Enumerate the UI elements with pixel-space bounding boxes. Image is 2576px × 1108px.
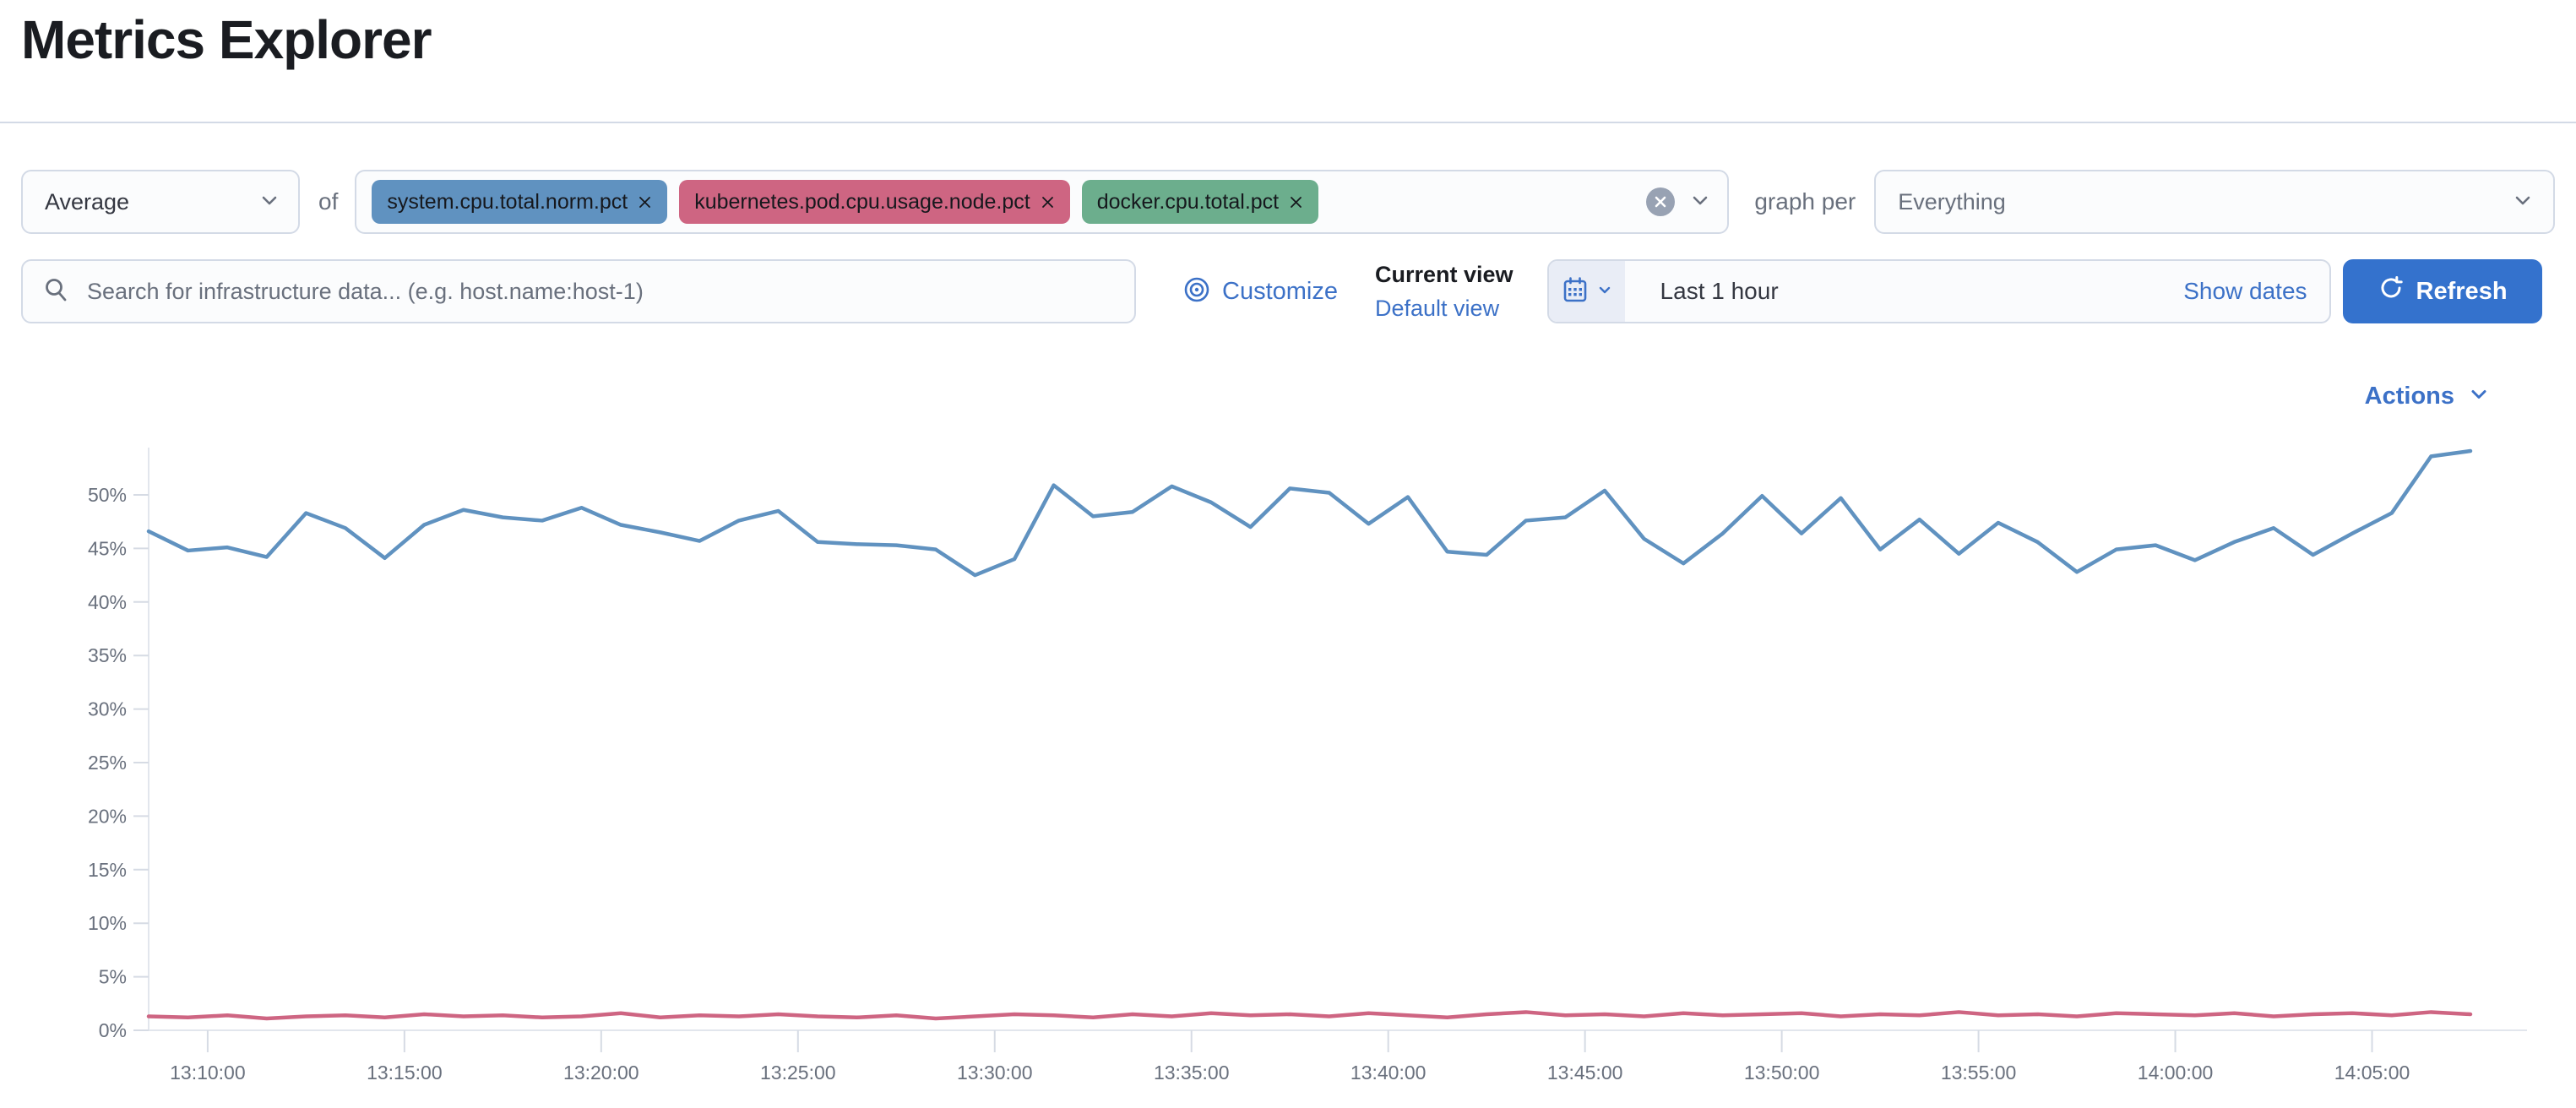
- remove-metric-icon[interactable]: [1041, 195, 1055, 209]
- axis-tick-label: 13:25:00: [760, 1062, 836, 1084]
- axis-tick-label: 13:30:00: [957, 1062, 1033, 1084]
- chevron-down-icon: [258, 188, 281, 216]
- axis-tick-label: 13:15:00: [367, 1062, 443, 1084]
- search-input[interactable]: [85, 277, 1117, 306]
- chevron-down-icon: [2466, 382, 2492, 411]
- of-label: of: [318, 188, 339, 215]
- chevron-down-icon: [2511, 188, 2535, 216]
- customize-icon: [1183, 276, 1210, 307]
- chart-actions-label: Actions: [2364, 383, 2454, 410]
- group-by-select[interactable]: Everything: [1874, 170, 2555, 234]
- axis-tick-label: 25%: [88, 752, 127, 774]
- axis-tick-label: 40%: [88, 591, 127, 613]
- query-toolbar: Customize Current view Default view: [21, 258, 2567, 325]
- aggregation-value: Average: [45, 188, 130, 215]
- customize-label: Customize: [1222, 277, 1338, 305]
- refresh-label: Refresh: [2416, 277, 2508, 305]
- page-title: Metrics Explorer: [21, 9, 432, 70]
- axis-tick-label: 14:00:00: [2138, 1062, 2214, 1084]
- group-by-value: Everything: [1898, 188, 2006, 215]
- metric-pill-label: docker.cpu.total.pct: [1096, 189, 1280, 214]
- chart-actions-menu[interactable]: Actions: [2365, 382, 2492, 411]
- search-icon: [43, 276, 70, 307]
- refresh-icon: [2378, 274, 2405, 308]
- remove-metric-icon[interactable]: [638, 195, 652, 209]
- series-line: [146, 1010, 2473, 1021]
- axis-tick-label: 5%: [99, 966, 127, 988]
- graph-per-label: graph per: [1754, 188, 1856, 215]
- show-dates-button[interactable]: Show dates: [2183, 278, 2307, 304]
- axis-tick-label: 13:50:00: [1744, 1062, 1820, 1084]
- default-view-link[interactable]: Default view: [1375, 296, 1500, 321]
- refresh-button[interactable]: Refresh: [2342, 259, 2542, 323]
- axis-tick-label: 14:05:00: [2334, 1062, 2410, 1084]
- remove-metric-icon[interactable]: [1289, 195, 1303, 209]
- metric-pill[interactable]: docker.cpu.total.pct: [1081, 180, 1319, 224]
- axis-tick-label: 13:55:00: [1941, 1062, 2017, 1084]
- metric-pill[interactable]: system.cpu.total.norm.pct: [372, 180, 668, 224]
- search-box[interactable]: [21, 259, 1136, 323]
- axis-tick-label: 45%: [88, 537, 127, 559]
- current-view-label: Current view: [1375, 262, 1514, 287]
- metrics-toolbar: Average of system.cpu.total.norm.pct kube…: [21, 170, 2555, 234]
- clear-metrics-icon[interactable]: [1646, 187, 1676, 216]
- metric-pill-label: kubernetes.pod.cpu.usage.node.pct: [694, 189, 1030, 214]
- axis-tick-label: 10%: [88, 912, 127, 934]
- view-selector: Current view Default view: [1375, 258, 1514, 325]
- calendar-icon: [1561, 275, 1590, 308]
- axis-tick-label: 13:40:00: [1350, 1062, 1427, 1084]
- chevron-down-icon[interactable]: [1688, 188, 1712, 216]
- metrics-chart[interactable]: 0% 5% 10% 15% 20% 25% 30% 35% 40% 45% 50% 13:10:00 1…: [0, 414, 2576, 1108]
- axis-tick-label: 20%: [88, 805, 127, 827]
- axis-tick-label: 13:10:00: [170, 1062, 246, 1084]
- axis-tick-label: 15%: [88, 859, 127, 881]
- aggregation-select[interactable]: Average: [21, 170, 300, 234]
- series-line: [146, 448, 2473, 578]
- axis-tick-label: 0%: [99, 1019, 127, 1041]
- quick-select-menu-button[interactable]: [1548, 261, 1625, 322]
- metrics-combobox[interactable]: system.cpu.total.norm.pct kubernetes.pod.…: [355, 170, 1730, 234]
- axis-tick-label: 13:20:00: [563, 1062, 639, 1084]
- header-divider: [0, 122, 2576, 123]
- time-range-picker: Last 1 hour Show dates: [1546, 259, 2331, 323]
- axis-tick-label: 50%: [88, 484, 127, 506]
- chevron-down-icon: [1596, 281, 1613, 302]
- customize-button[interactable]: Customize: [1183, 276, 1338, 307]
- axis-tick-label: 13:35:00: [1154, 1062, 1230, 1084]
- axis-tick-label: 13:45:00: [1547, 1062, 1623, 1084]
- metric-pill-label: system.cpu.total.norm.pct: [387, 189, 628, 214]
- metric-pill[interactable]: kubernetes.pod.cpu.usage.node.pct: [679, 180, 1070, 224]
- axis-tick-label: 30%: [88, 698, 127, 720]
- axis-tick-label: 35%: [88, 644, 127, 666]
- time-range-value[interactable]: Last 1 hour: [1660, 278, 1779, 304]
